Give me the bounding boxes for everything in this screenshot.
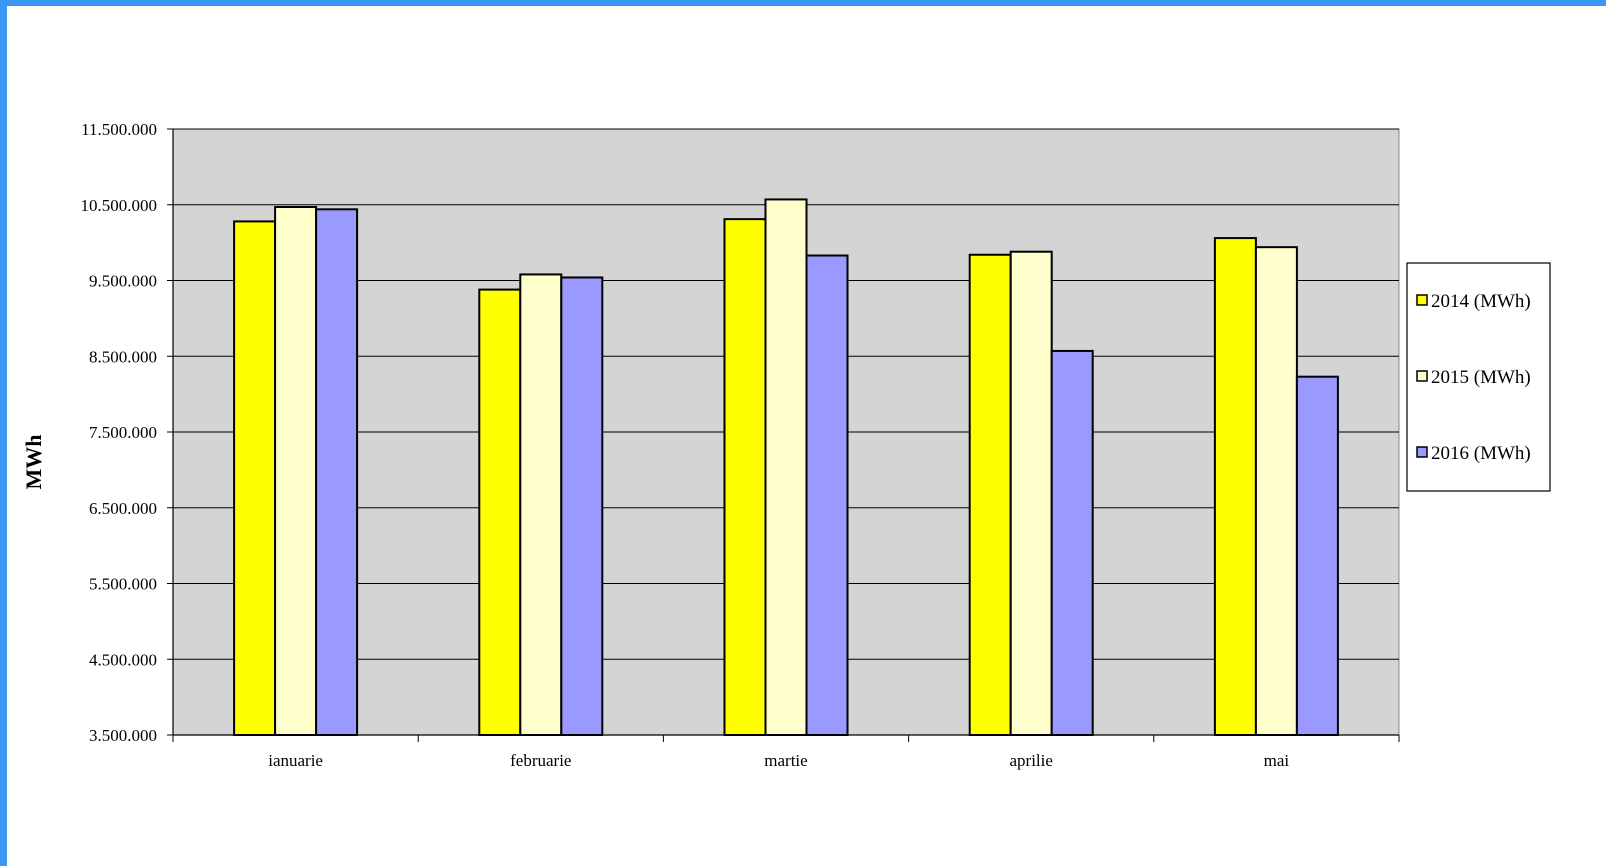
x-tick-label: februarie <box>510 751 571 770</box>
bar-februarie-1 <box>478 288 522 736</box>
bar-martie-2 <box>764 198 808 736</box>
y-tick-label: 7.500.000 <box>89 423 157 442</box>
x-tick-label: martie <box>764 751 807 770</box>
legend: 2014 (MWh) 2015 (MWh) 2016 (MWh) <box>1406 262 1551 492</box>
x-tick-labels: ianuarie februarie martie aprilie mai <box>268 751 1289 770</box>
bar-martie-3 <box>805 254 849 736</box>
legend-swatch <box>1416 370 1428 382</box>
legend-swatch <box>1416 446 1428 458</box>
y-tick-labels: 3.500.000 4.500.000 5.500.000 6.500.000 7.50… <box>81 120 158 745</box>
bar-aprilie-2 <box>1009 250 1053 736</box>
y-tick-label: 5.500.000 <box>89 575 157 594</box>
legend-label: 2016 (MWh) <box>1431 443 1531 464</box>
y-tick-label: 8.500.000 <box>89 347 157 366</box>
bar-ianuarie-3 <box>315 208 359 737</box>
y-tick-label: 3.500.000 <box>89 726 157 745</box>
legend-box <box>1406 262 1551 492</box>
legend-label: 2015 (MWh) <box>1431 367 1531 388</box>
bar-mai-2 <box>1254 246 1298 736</box>
bar-mai-3 <box>1295 375 1339 736</box>
bar-mai-1 <box>1213 237 1257 737</box>
y-tick-label: 10.500.000 <box>81 196 158 215</box>
y-tick-label: 4.500.000 <box>89 650 157 669</box>
bars <box>233 198 1339 737</box>
bar-aprilie-1 <box>968 253 1012 736</box>
y-tick-label: 6.500.000 <box>89 499 157 518</box>
x-tick-label: ianuarie <box>268 751 323 770</box>
bar-februarie-2 <box>519 273 563 736</box>
y-tick-label: 9.500.000 <box>89 272 157 291</box>
bar-martie-1 <box>723 218 767 736</box>
bar-ianuarie-2 <box>274 206 318 736</box>
legend-label: 2014 (MWh) <box>1431 291 1531 312</box>
axes <box>167 128 1400 742</box>
bar-ianuarie-1 <box>233 220 277 737</box>
legend-swatch <box>1416 294 1428 306</box>
bar-aprilie-3 <box>1050 349 1094 736</box>
x-tick-label: mai <box>1264 751 1290 770</box>
x-tick-label: aprilie <box>1009 751 1052 770</box>
y-tick-label: 11.500.000 <box>81 120 157 139</box>
bar-februarie-3 <box>560 276 604 736</box>
y-axis-title: MWh <box>21 435 46 490</box>
